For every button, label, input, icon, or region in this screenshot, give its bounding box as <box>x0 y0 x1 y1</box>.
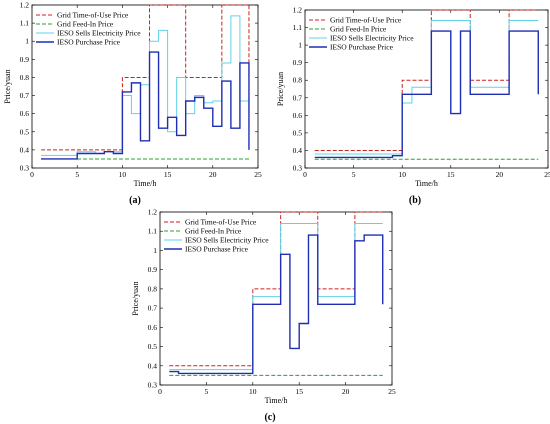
y-tick-label: 0.7 <box>148 304 158 313</box>
chart-panel-3: 0 5 10 15 20 25 0.3 0.4 0.5 0.6 0.7 0.8 0.9 1 1.1 1.2 Ti… <box>131 208 396 424</box>
y-tick-label: 1 <box>153 246 157 255</box>
y-tick-label: 0.4 <box>148 361 158 370</box>
legend-entry: IESO Purchase Price <box>57 38 121 47</box>
x-tick-label: 0 <box>30 170 34 179</box>
x-tick-label: 25 <box>544 170 550 179</box>
series-line-4 <box>169 234 384 375</box>
figure-caption: (a) <box>129 195 141 206</box>
y-tick-label: 1.2 <box>20 1 30 10</box>
y-axis-label: Price/yuan <box>276 72 285 106</box>
legend-entry: Grid Feed-In Price <box>185 227 242 236</box>
series-line-1 <box>314 9 539 151</box>
legend-entry: IESO Sells Electricity Price <box>57 29 141 38</box>
y-tick-label: 0.7 <box>293 93 303 102</box>
x-tick-label: 10 <box>119 170 127 179</box>
y-tick-label: 0.6 <box>20 109 30 118</box>
legend-entry: Grid Feed-In Price <box>330 25 387 34</box>
y-tick-label: 0.4 <box>20 145 30 154</box>
x-tick-label: 5 <box>75 170 79 179</box>
x-tick-label: 20 <box>496 170 504 179</box>
y-tick-label: 1.1 <box>20 19 30 28</box>
legend-entry: IESO Purchase Price <box>185 245 249 254</box>
chart-panel-1: 0 5 10 15 20 25 0.3 0.4 0.5 0.6 0.7 0.8 0.9 1 1.1 1.2 Ti… <box>3 1 262 207</box>
legend-entry: Grid Feed-In Price <box>57 20 114 29</box>
figure-caption: (c) <box>264 412 275 423</box>
series-line-1 <box>169 211 383 367</box>
y-tick-label: 0.5 <box>293 128 303 137</box>
y-tick-label: 0.6 <box>293 111 303 120</box>
chart-panel-2: 0 5 10 15 20 25 0.3 0.4 0.5 0.6 0.7 0.8 0.9 1 1.1 1.2 Ti… <box>276 6 550 207</box>
x-tick-label: 15 <box>295 387 303 396</box>
legend-entry: Grid Time-of-Use Price <box>330 16 402 25</box>
y-tick-label: 1.1 <box>293 23 303 32</box>
y-tick-label: 1 <box>25 37 29 46</box>
y-tick-label: 1.2 <box>148 208 158 217</box>
y-tick-label: 0.3 <box>20 164 30 173</box>
y-axis-label: Price/yuan <box>131 281 140 315</box>
figure-caption: (b) <box>409 195 421 206</box>
y-tick-label: 0.4 <box>293 146 303 155</box>
legend-entry: IESO Sells Electricity Price <box>185 236 269 245</box>
y-tick-label: 0.5 <box>20 127 30 136</box>
legend-entry: IESO Sells Electricity Price <box>330 34 414 43</box>
y-tick-label: 1.1 <box>148 227 158 236</box>
x-tick-label: 20 <box>342 387 350 396</box>
x-axis-label: Time/h <box>265 396 288 405</box>
plot-frame <box>159 211 393 386</box>
y-tick-label: 0.8 <box>293 76 303 85</box>
x-tick-label: 5 <box>352 170 356 179</box>
x-tick-label: 0 <box>158 387 162 396</box>
series-line-4 <box>314 30 539 159</box>
y-tick-label: 1.2 <box>293 6 303 15</box>
y-tick-label: 0.9 <box>20 55 30 64</box>
y-tick-label: 0.7 <box>20 91 30 100</box>
y-tick-label: 0.3 <box>293 164 303 173</box>
x-tick-label: 25 <box>388 387 396 396</box>
y-tick-label: 0.3 <box>148 381 158 390</box>
x-axis-label: Time/h <box>134 179 157 188</box>
x-tick-label: 20 <box>209 170 217 179</box>
x-tick-label: 0 <box>303 170 307 179</box>
y-tick-label: 0.6 <box>148 323 158 332</box>
series-line-4 <box>41 51 250 160</box>
x-tick-label: 15 <box>164 170 172 179</box>
y-tick-label: 0.8 <box>148 284 158 293</box>
legend-entry: Grid Time-of-Use Price <box>185 218 257 227</box>
series-line-1 <box>41 4 250 151</box>
plot-frame <box>304 9 549 169</box>
y-tick-label: 0.9 <box>148 265 158 274</box>
y-tick-label: 0.9 <box>293 58 303 67</box>
y-axis-label: Price/yuan <box>3 69 12 103</box>
legend-entry: IESO Purchase Price <box>330 43 394 52</box>
y-tick-label: 1 <box>298 41 302 50</box>
x-axis-label: Time/h <box>415 179 438 188</box>
x-tick-label: 15 <box>447 170 455 179</box>
x-tick-label: 10 <box>249 387 257 396</box>
y-tick-label: 0.5 <box>148 342 158 351</box>
x-tick-label: 10 <box>398 170 406 179</box>
x-tick-label: 5 <box>205 387 209 396</box>
x-tick-label: 25 <box>254 170 262 179</box>
legend-entry: Grid Time-of-Use Price <box>57 11 129 20</box>
y-tick-label: 0.8 <box>20 73 30 82</box>
